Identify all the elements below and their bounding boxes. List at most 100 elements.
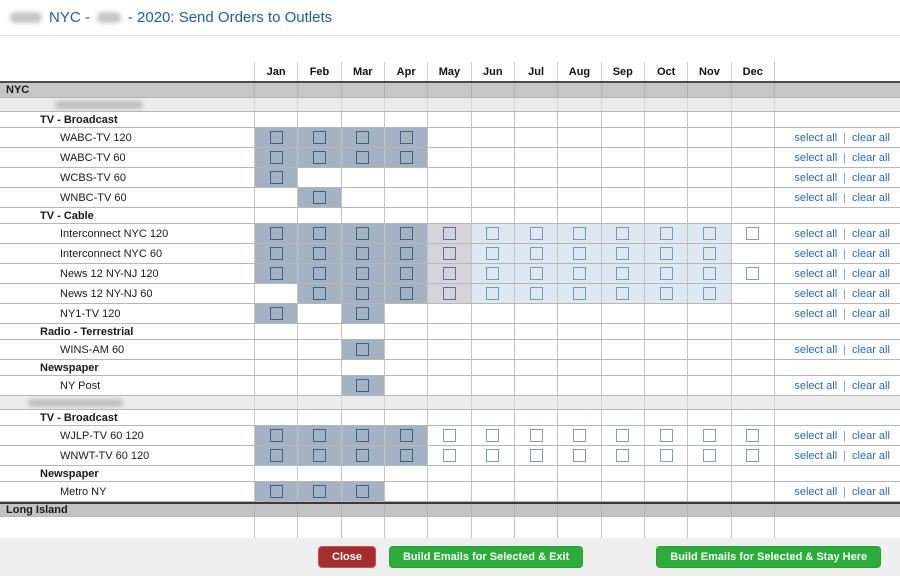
checkbox-interconnect-nyc-120-mar[interactable]	[356, 227, 370, 240]
checkbox-ny1-tv-120-jan[interactable]	[269, 307, 283, 320]
checkbox-interconnect-nyc-120-nov[interactable]	[702, 227, 716, 240]
clear-all-link-wins-am-60[interactable]: clear all	[852, 343, 890, 356]
checkbox-wjlp-tv-60-120-dec[interactable]	[746, 429, 760, 442]
clear-all-link-interconnect-nyc-60[interactable]: clear all	[852, 247, 890, 260]
select-all-link-wabc-tv-60[interactable]: select all	[794, 151, 838, 164]
checkbox-news-12-ny-nj-120-apr[interactable]	[399, 267, 413, 280]
select-all-link-wcbs-tv-60[interactable]: select all	[794, 171, 838, 184]
checkbox-wabc-tv-120-feb[interactable]	[312, 131, 326, 144]
checkbox-news-12-ny-nj-60-feb[interactable]	[312, 287, 326, 300]
checkbox-news-12-ny-nj-60-jul[interactable]	[529, 287, 543, 300]
close-button[interactable]: Close	[318, 546, 376, 568]
select-all-link-wnbc-tv-60[interactable]: select all	[794, 191, 838, 204]
checkbox-metro-ny-feb[interactable]	[312, 485, 326, 498]
checkbox-wjlp-tv-60-120-jul[interactable]	[529, 429, 543, 442]
checkbox-news-12-ny-nj-120-sep[interactable]	[616, 267, 630, 280]
checkbox-news-12-ny-nj-120-jun[interactable]	[486, 267, 500, 280]
select-all-link-wjlp-tv-60-120[interactable]: select all	[794, 429, 838, 442]
clear-all-link-wabc-tv-120[interactable]: clear all	[852, 131, 890, 144]
clear-all-link-wnwt-tv-60-120[interactable]: clear all	[852, 449, 890, 462]
checkbox-news-12-ny-nj-120-jul[interactable]	[529, 267, 543, 280]
select-all-link-interconnect-nyc-120[interactable]: select all	[794, 227, 838, 240]
checkbox-wnwt-tv-60-120-jun[interactable]	[486, 449, 500, 462]
select-all-link-metro-ny[interactable]: select all	[794, 485, 838, 498]
checkbox-interconnect-nyc-120-oct[interactable]	[659, 227, 673, 240]
checkbox-interconnect-nyc-60-mar[interactable]	[356, 247, 370, 260]
checkbox-wjlp-tv-60-120-sep[interactable]	[616, 429, 630, 442]
checkbox-ny1-tv-120-mar[interactable]	[356, 307, 370, 320]
checkbox-wjlp-tv-60-120-jan[interactable]	[269, 429, 283, 442]
checkbox-metro-ny-mar[interactable]	[356, 485, 370, 498]
select-all-link-interconnect-nyc-60[interactable]: select all	[794, 247, 838, 260]
checkbox-interconnect-nyc-120-sep[interactable]	[616, 227, 630, 240]
select-all-link-ny1-tv-120[interactable]: select all	[794, 307, 838, 320]
select-all-link-news-12-ny-nj-60[interactable]: select all	[794, 287, 838, 300]
build-emails-exit-button[interactable]: Build Emails for Selected & Exit	[388, 546, 584, 568]
checkbox-wins-am-60-mar[interactable]	[356, 343, 370, 356]
select-all-link-ny-post[interactable]: select all	[794, 379, 838, 392]
checkbox-interconnect-nyc-120-dec[interactable]	[746, 227, 760, 240]
checkbox-interconnect-nyc-60-feb[interactable]	[312, 247, 326, 260]
clear-all-link-wabc-tv-60[interactable]: clear all	[852, 151, 890, 164]
checkbox-news-12-ny-nj-120-jan[interactable]	[269, 267, 283, 280]
checkbox-wnwt-tv-60-120-mar[interactable]	[356, 449, 370, 462]
checkbox-wnwt-tv-60-120-oct[interactable]	[659, 449, 673, 462]
checkbox-news-12-ny-nj-120-dec[interactable]	[746, 267, 760, 280]
checkbox-interconnect-nyc-60-apr[interactable]	[399, 247, 413, 260]
select-all-link-news-12-ny-nj-120[interactable]: select all	[794, 267, 838, 280]
checkbox-wjlp-tv-60-120-nov[interactable]	[702, 429, 716, 442]
checkbox-interconnect-nyc-60-jan[interactable]	[269, 247, 283, 260]
checkbox-interconnect-nyc-120-jun[interactable]	[486, 227, 500, 240]
checkbox-wabc-tv-60-mar[interactable]	[356, 151, 370, 164]
clear-all-link-wjlp-tv-60-120[interactable]: clear all	[852, 429, 890, 442]
checkbox-news-12-ny-nj-120-mar[interactable]	[356, 267, 370, 280]
checkbox-interconnect-nyc-60-may[interactable]	[442, 247, 456, 260]
clear-all-link-ny-post[interactable]: clear all	[852, 379, 890, 392]
checkbox-news-12-ny-nj-120-may[interactable]	[442, 267, 456, 280]
checkbox-news-12-ny-nj-120-feb[interactable]	[312, 267, 326, 280]
checkbox-wnwt-tv-60-120-feb[interactable]	[312, 449, 326, 462]
checkbox-news-12-ny-nj-60-may[interactable]	[442, 287, 456, 300]
checkbox-ny-post-mar[interactable]	[356, 379, 370, 392]
checkbox-wnwt-tv-60-120-sep[interactable]	[616, 449, 630, 462]
select-all-link-wnwt-tv-60-120[interactable]: select all	[794, 449, 838, 462]
clear-all-link-wcbs-tv-60[interactable]: clear all	[852, 171, 890, 184]
checkbox-wnwt-tv-60-120-may[interactable]	[442, 449, 456, 462]
checkbox-wjlp-tv-60-120-jun[interactable]	[486, 429, 500, 442]
checkbox-news-12-ny-nj-60-jun[interactable]	[486, 287, 500, 300]
checkbox-wjlp-tv-60-120-apr[interactable]	[399, 429, 413, 442]
checkbox-wnwt-tv-60-120-aug[interactable]	[572, 449, 586, 462]
checkbox-interconnect-nyc-60-jun[interactable]	[486, 247, 500, 260]
checkbox-news-12-ny-nj-60-oct[interactable]	[659, 287, 673, 300]
checkbox-news-12-ny-nj-60-nov[interactable]	[702, 287, 716, 300]
checkbox-wabc-tv-60-apr[interactable]	[399, 151, 413, 164]
checkbox-interconnect-nyc-120-feb[interactable]	[312, 227, 326, 240]
checkbox-interconnect-nyc-60-jul[interactable]	[529, 247, 543, 260]
checkbox-interconnect-nyc-120-jan[interactable]	[269, 227, 283, 240]
checkbox-news-12-ny-nj-120-nov[interactable]	[702, 267, 716, 280]
checkbox-wabc-tv-60-feb[interactable]	[312, 151, 326, 164]
select-all-link-wabc-tv-120[interactable]: select all	[794, 131, 838, 144]
checkbox-interconnect-nyc-60-sep[interactable]	[616, 247, 630, 260]
checkbox-wabc-tv-120-jan[interactable]	[269, 131, 283, 144]
checkbox-interconnect-nyc-60-nov[interactable]	[702, 247, 716, 260]
checkbox-news-12-ny-nj-60-aug[interactable]	[572, 287, 586, 300]
checkbox-news-12-ny-nj-60-mar[interactable]	[356, 287, 370, 300]
checkbox-news-12-ny-nj-120-aug[interactable]	[572, 267, 586, 280]
checkbox-interconnect-nyc-120-aug[interactable]	[572, 227, 586, 240]
clear-all-link-interconnect-nyc-120[interactable]: clear all	[852, 227, 890, 240]
checkbox-wabc-tv-120-mar[interactable]	[356, 131, 370, 144]
checkbox-interconnect-nyc-60-oct[interactable]	[659, 247, 673, 260]
checkbox-wnwt-tv-60-120-jan[interactable]	[269, 449, 283, 462]
checkbox-interconnect-nyc-120-apr[interactable]	[399, 227, 413, 240]
checkbox-wjlp-tv-60-120-may[interactable]	[442, 429, 456, 442]
checkbox-news-12-ny-nj-60-sep[interactable]	[616, 287, 630, 300]
checkbox-wnwt-tv-60-120-jul[interactable]	[529, 449, 543, 462]
checkbox-wcbs-tv-60-jan[interactable]	[269, 171, 283, 184]
checkbox-news-12-ny-nj-60-apr[interactable]	[399, 287, 413, 300]
checkbox-metro-ny-jan[interactable]	[269, 485, 283, 498]
checkbox-interconnect-nyc-120-may[interactable]	[442, 227, 456, 240]
clear-all-link-ny1-tv-120[interactable]: clear all	[852, 307, 890, 320]
checkbox-wabc-tv-120-apr[interactable]	[399, 131, 413, 144]
clear-all-link-wnbc-tv-60[interactable]: clear all	[852, 191, 890, 204]
